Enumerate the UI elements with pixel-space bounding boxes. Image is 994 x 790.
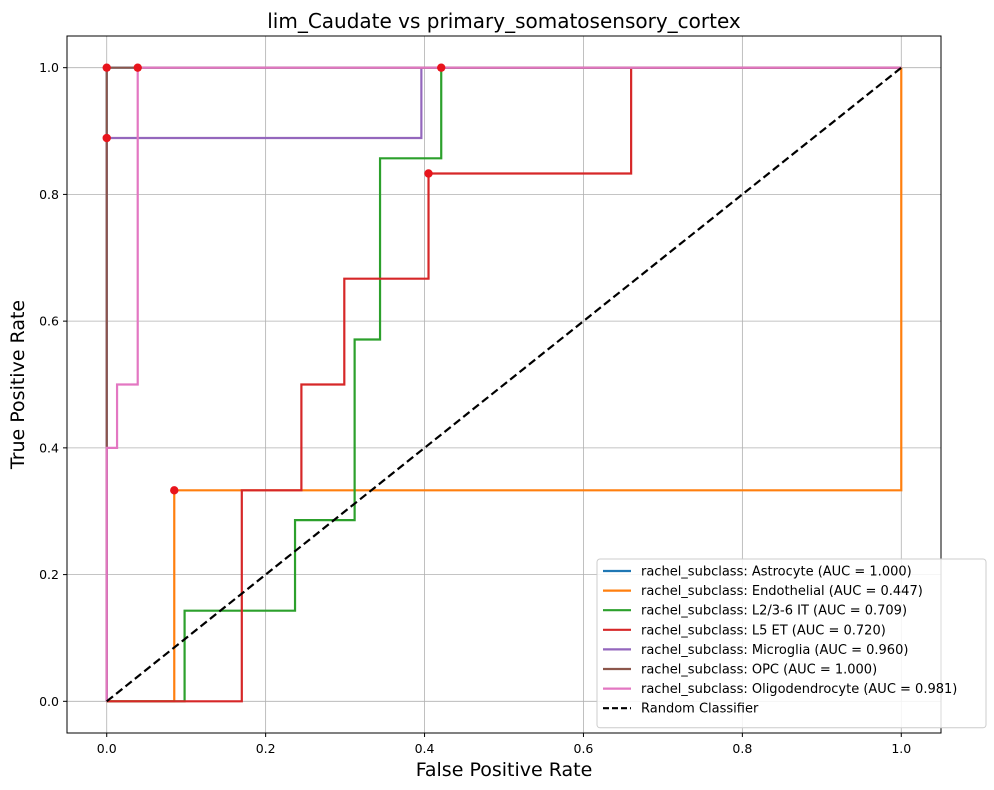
legend-label: rachel_subclass: Endothelial (AUC = 0.44… bbox=[641, 584, 923, 599]
threshold-marker bbox=[170, 486, 179, 495]
grid bbox=[67, 36, 941, 733]
y-tick-label: 0.4 bbox=[39, 440, 59, 455]
threshold-marker bbox=[102, 133, 111, 143]
threshold-marker bbox=[424, 169, 433, 178]
x-tick-label: 1.0 bbox=[891, 741, 911, 756]
threshold-marker bbox=[133, 63, 142, 72]
y-tick-label: 0.8 bbox=[39, 187, 59, 202]
legend-label: rachel_subclass: L2/3-6 IT (AUC = 0.709) bbox=[641, 604, 907, 619]
legend-label: rachel_subclass: Oligodendrocyte (AUC = … bbox=[641, 682, 957, 697]
legend-label: rachel_subclass: L5 ET (AUC = 0.720) bbox=[641, 623, 886, 638]
x-axis-label: False Positive Rate bbox=[416, 759, 593, 781]
axis-ticks: 0.0 0.2 0.4 0.6 0.8 1.0 0.0 0.2 0.4 0.6 0.8 1.0 bbox=[39, 60, 911, 756]
legend-label: rachel_subclass: Astrocyte (AUC = 1.000) bbox=[641, 565, 912, 580]
plot-frame bbox=[66, 35, 942, 734]
legend-label: rachel_subclass: OPC (AUC = 1.000) bbox=[641, 663, 877, 678]
x-tick-label: 0.4 bbox=[415, 741, 435, 756]
x-tick-label: 0.8 bbox=[732, 741, 752, 756]
roc-curve-2 bbox=[106, 66, 902, 703]
x-tick-label: 0.2 bbox=[256, 741, 276, 756]
y-tick-label: 0.2 bbox=[39, 567, 59, 582]
y-axis-label: True Positive Rate bbox=[7, 300, 29, 470]
y-tick-label: 1.0 bbox=[39, 60, 59, 75]
roc-curve-3 bbox=[106, 66, 902, 703]
chart-title: lim_Caudate vs primary_somatosensory_cor… bbox=[267, 9, 741, 33]
legend-label: Random Classifier bbox=[641, 702, 759, 717]
legend-box bbox=[596, 558, 987, 729]
random-classifier-line bbox=[106, 66, 902, 703]
legend-label: rachel_subclass: Microglia (AUC = 0.960) bbox=[641, 643, 908, 658]
y-tick-label: 0.0 bbox=[39, 694, 59, 709]
threshold-markers bbox=[102, 63, 446, 495]
x-tick-label: 0.0 bbox=[97, 741, 117, 756]
legend: rachel_subclass: Astrocyte (AUC = 1.000)… bbox=[596, 558, 987, 729]
threshold-marker bbox=[437, 63, 446, 72]
threshold-marker bbox=[102, 63, 111, 72]
x-tick-label: 0.6 bbox=[574, 741, 594, 756]
y-tick-label: 0.6 bbox=[39, 314, 59, 329]
